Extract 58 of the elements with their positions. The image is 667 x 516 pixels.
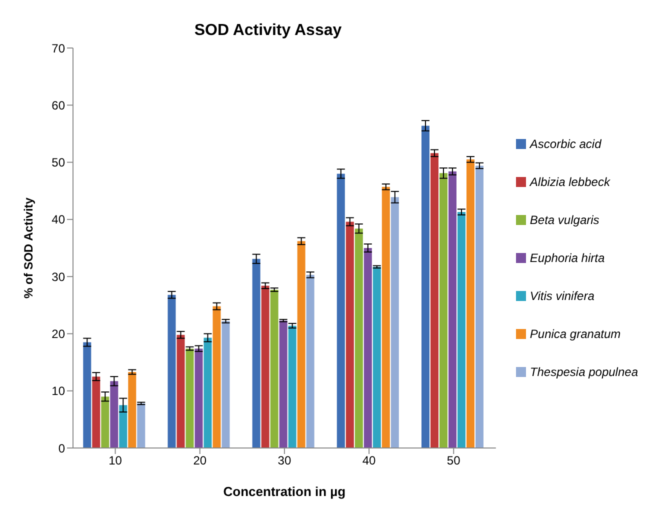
y-tick-label: 30 (52, 270, 66, 284)
legend-label: Punica granatum (530, 327, 621, 341)
x-tick-label: 40 (362, 454, 376, 468)
bar (336, 174, 345, 448)
legend-label: Euphoria hirta (530, 251, 605, 265)
bar (439, 173, 448, 448)
y-tick-label: 50 (52, 156, 66, 170)
legend-label: Beta vulgaris (530, 213, 600, 227)
chart-title: SOD Activity Assay (193, 22, 343, 40)
x-tick-label: 10 (108, 454, 122, 468)
bar (252, 258, 260, 448)
bar (270, 290, 278, 448)
bar (261, 286, 270, 448)
bar (212, 306, 221, 448)
y-tick-label: 10 (52, 384, 66, 398)
bar (354, 228, 363, 448)
bar (204, 338, 212, 448)
bar (466, 159, 474, 448)
bar (288, 326, 296, 448)
legend-label: Ascorbic acid (530, 137, 602, 151)
y-tick-label: 40 (52, 212, 66, 227)
bar (297, 241, 306, 448)
bar (390, 197, 399, 448)
bar (306, 274, 314, 448)
bar (364, 248, 372, 448)
bar (83, 342, 92, 448)
bar (101, 396, 110, 448)
x-tick-label: 50 (446, 454, 461, 468)
bar (128, 372, 136, 448)
bar (186, 348, 194, 448)
bar (457, 212, 466, 448)
bar (168, 294, 176, 448)
bar (475, 166, 484, 448)
bar (110, 381, 118, 448)
bar (194, 348, 203, 448)
bar (222, 321, 230, 448)
y-tick-label: 0 (58, 441, 66, 456)
x-tick-label: 30 (278, 454, 292, 468)
bar (382, 186, 390, 448)
legend-label: Albizia lebbeck (530, 175, 610, 189)
y-tick-label: 20 (52, 326, 66, 341)
bar (119, 405, 128, 448)
bar (346, 222, 354, 448)
y-axis-title: % of SOD Activity (21, 197, 36, 298)
bar (92, 376, 100, 448)
bar (430, 153, 438, 448)
legend-label: Thespesia populnea (530, 365, 638, 379)
x-tick-label: 20 (193, 454, 207, 468)
y-tick-label: 60 (52, 98, 66, 112)
legend-label: Vitis vinifera (530, 289, 594, 303)
x-axis-title: Concentration in µg (223, 484, 346, 499)
bar (448, 171, 456, 448)
bar (176, 334, 185, 448)
y-tick-label: 70 (52, 41, 66, 56)
bar (137, 403, 146, 448)
bar (279, 320, 288, 448)
bar (372, 266, 381, 448)
bar (421, 126, 430, 448)
